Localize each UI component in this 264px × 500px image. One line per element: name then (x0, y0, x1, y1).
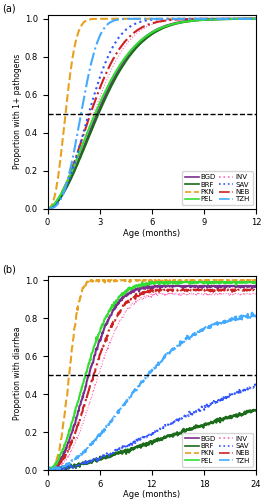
X-axis label: Age (months): Age (months) (123, 228, 180, 237)
Legend: BGD, BRF, PKN, PEL, INV, SAV, NEB, TZH: BGD, BRF, PKN, PEL, INV, SAV, NEB, TZH (182, 433, 253, 466)
Y-axis label: Proportion with diarrhea: Proportion with diarrhea (13, 326, 22, 420)
Y-axis label: Proportion with 1+ pathogens: Proportion with 1+ pathogens (13, 54, 22, 170)
Legend: BGD, BRF, PKN, PEL, INV, SAV, NEB, TZH: BGD, BRF, PKN, PEL, INV, SAV, NEB, TZH (182, 172, 253, 205)
Text: (a): (a) (2, 3, 15, 13)
X-axis label: Age (months): Age (months) (123, 490, 180, 499)
Text: (b): (b) (2, 264, 16, 274)
